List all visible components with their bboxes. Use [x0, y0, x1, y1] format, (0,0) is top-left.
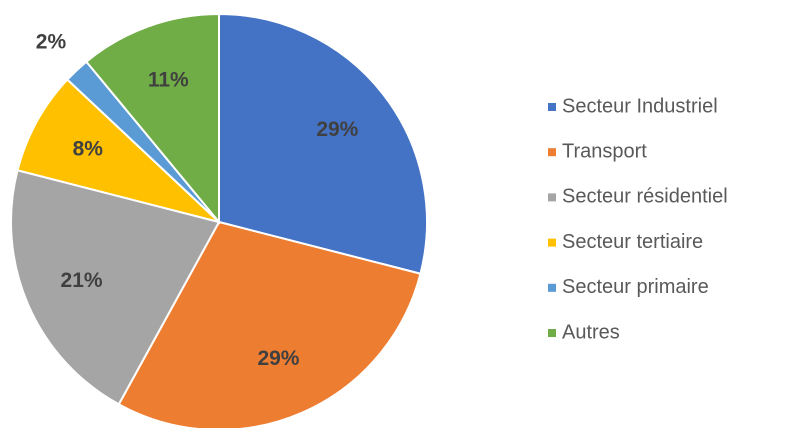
pie-slice: [16, 78, 220, 223]
legend-marker: [548, 148, 556, 157]
pie-slice: [10, 169, 221, 406]
data-label: 8%: [73, 137, 104, 160]
legend-label: Transport: [562, 140, 647, 162]
legend-label: Autres: [562, 321, 620, 343]
legend-label: Secteur primaire: [562, 276, 709, 298]
legend-marker: [548, 103, 556, 111]
data-label: 2%: [36, 31, 67, 54]
data-label: 21%: [61, 269, 103, 292]
pie-slice: [218, 12, 428, 275]
legend-marker: [548, 193, 556, 202]
data-label: 29%: [257, 347, 299, 370]
legend-marker: [548, 238, 556, 247]
pie-slice: [117, 220, 422, 428]
legend-marker: [548, 329, 556, 337]
data-label: 29%: [316, 118, 358, 141]
legend-label: Secteur résidentiel: [562, 186, 728, 208]
data-label: 11%: [148, 69, 189, 92]
pie-slice: [85, 12, 220, 225]
legend-label: Secteur tertiaire: [562, 231, 703, 253]
legend-marker: [548, 283, 556, 292]
legend-label: Secteur Industriel: [562, 95, 718, 117]
